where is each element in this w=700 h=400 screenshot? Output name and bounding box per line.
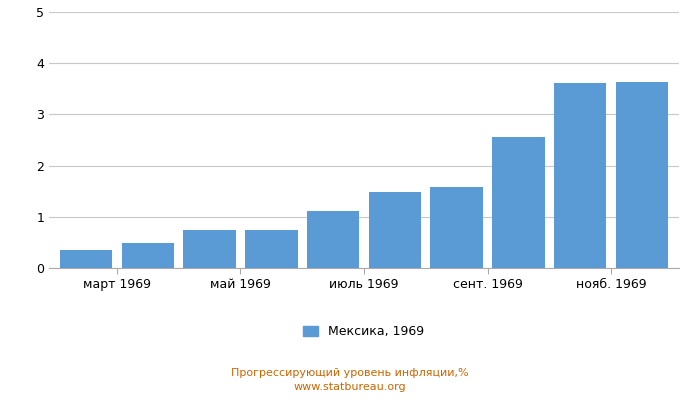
Bar xyxy=(554,83,606,268)
Bar xyxy=(492,138,545,268)
Legend: Мексика, 1969: Мексика, 1969 xyxy=(298,320,430,343)
Bar xyxy=(616,82,668,268)
Bar xyxy=(430,186,483,268)
Bar xyxy=(245,230,298,268)
Bar xyxy=(369,192,421,268)
Bar xyxy=(60,250,112,268)
Bar xyxy=(122,244,174,268)
Bar xyxy=(183,230,236,268)
Text: Прогрессирующий уровень инфляции,%
www.statbureau.org: Прогрессирующий уровень инфляции,% www.s… xyxy=(231,368,469,392)
Bar xyxy=(307,211,359,268)
